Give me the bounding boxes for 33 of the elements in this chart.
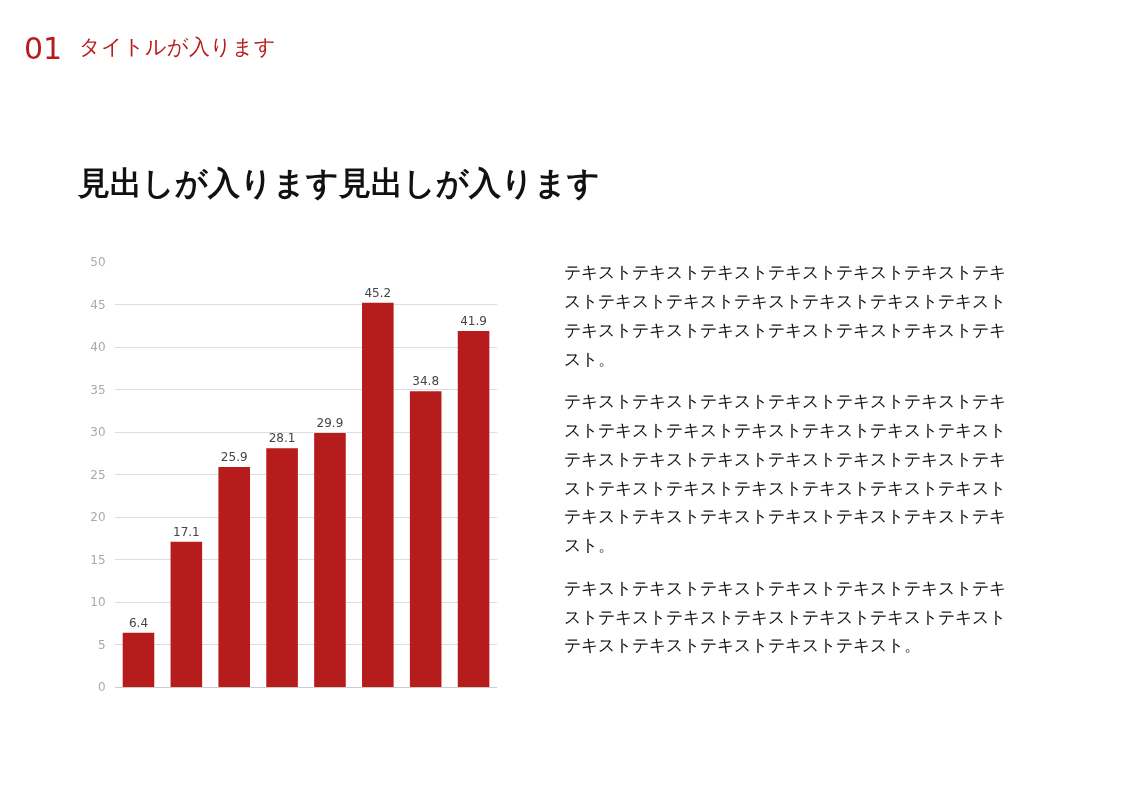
y-tick-label: 40 (90, 340, 106, 355)
y-tick-label: 5 (97, 637, 106, 652)
data-label: 29.9 (316, 415, 344, 430)
text: テキストテキストテキストテキストテキストテキストテキストテキストテキストテキストテキストテキストテキストテキストテキストテキストテキストテキストテキストテキストテキストテキストテキストテキストテキストテキストテキストテキストテキストテキストテキストテキストテキスト。 (564, 391, 1006, 555)
text: テキストテキストテキストテキストテキストテキストテキストテキストテキストテキストテキストテキストテキストテキストテキストテキストテキストテキスト。 (564, 578, 1006, 655)
data-label: 6.4 (128, 615, 149, 630)
y-tick-label: 25 (90, 467, 106, 482)
bar (218, 466, 251, 688)
data-label: 25.9 (220, 449, 248, 464)
y-tick-label: 20 (90, 510, 106, 525)
y-tick-label: 10 (90, 595, 106, 610)
bar (170, 541, 203, 688)
y-tick-label: 35 (90, 382, 106, 397)
y-tick-label: 45 (90, 297, 106, 312)
data-label: 28.1 (268, 431, 296, 446)
bar (122, 632, 155, 688)
data-label: 45.2 (364, 285, 392, 300)
bar (362, 302, 394, 688)
y-tick-label: 0 (97, 680, 106, 695)
y-tick-label: 50 (90, 255, 106, 270)
y-tick-label: 15 (90, 552, 106, 567)
text: 01 (24, 31, 63, 66)
data-label: 41.9 (460, 313, 487, 328)
bar (314, 432, 346, 688)
bar (409, 391, 442, 688)
bar (457, 330, 490, 688)
chart-subtitle: 見出しが入ります見出しが入ります (77, 164, 600, 202)
data-label: 17.1 (172, 524, 200, 539)
y-tick-label: 30 (90, 425, 106, 440)
chart-title: タイトルが入ります (79, 35, 276, 59)
text: テキストテキストテキストテキストテキストテキストテキストテキストテキストテキストテキストテキストテキストテキストテキストテキストテキストテキストテキストテキスト。 (564, 262, 1006, 369)
bar (266, 448, 298, 688)
data-label: 34.8 (412, 374, 440, 389)
